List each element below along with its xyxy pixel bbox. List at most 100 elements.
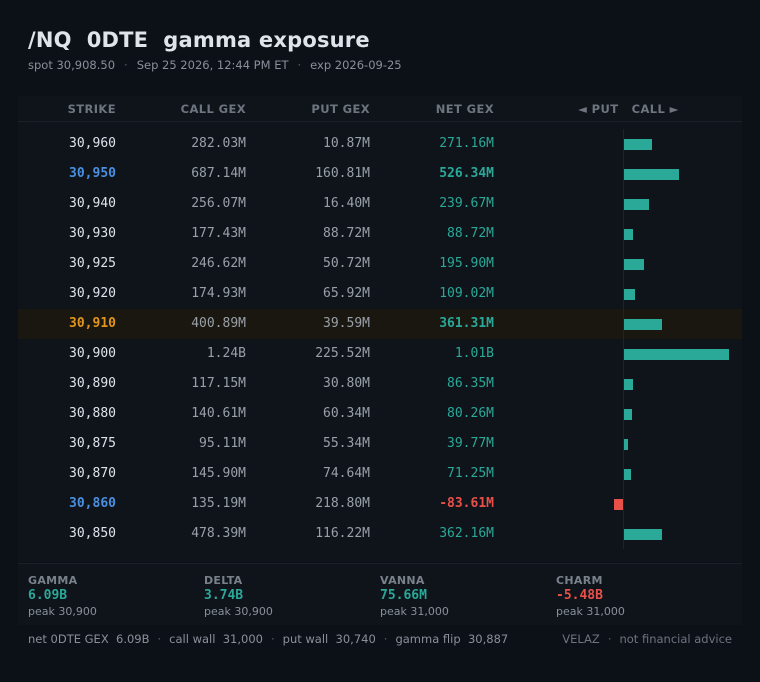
net-gex-cell: 86.35M	[447, 376, 494, 391]
net-gex-cell: 271.16M	[439, 136, 494, 151]
net-gex-cell: 362.16M	[439, 526, 494, 541]
call-gex-cell: 256.07M	[191, 196, 246, 211]
net-gex-cell: 361.31M	[439, 316, 494, 331]
zero-axis	[623, 189, 624, 219]
zero-axis	[623, 399, 624, 429]
table-row[interactable]: 30,925 246.62M 50.72M 195.90M	[18, 249, 742, 279]
zero-axis	[623, 369, 624, 399]
call-gex-cell: 478.39M	[191, 526, 246, 541]
column-header-net-gex[interactable]: NET GEX	[435, 102, 494, 116]
put-gex-cell: 39.59M	[323, 316, 370, 331]
zero-axis	[623, 309, 624, 339]
net-gex-cell: 80.26M	[447, 406, 494, 421]
stat-label: DELTA	[204, 574, 243, 587]
zero-axis	[623, 429, 624, 459]
net-gex-cell: 1.01B	[454, 346, 494, 361]
table-row[interactable]: 30,860 135.19M 218.80M -83.61M	[18, 489, 742, 519]
net-gex-cell: 195.90M	[439, 256, 494, 271]
table-row[interactable]: 30,950 687.14M 160.81M 526.34M	[18, 159, 742, 189]
put-gex-cell: 116.22M	[315, 526, 370, 541]
stat-value: 3.74B	[204, 588, 244, 603]
stat-charm: CHARM -5.48B peak 31,000	[556, 574, 625, 618]
separator: ·	[297, 58, 302, 72]
put-gex-bar	[614, 499, 623, 510]
zero-axis	[623, 219, 624, 249]
separator: ·	[270, 632, 275, 646]
separator: ·	[124, 58, 128, 72]
stat-label: VANNA	[380, 574, 425, 587]
strike-cell: 30,850	[69, 526, 116, 541]
net-gex-cell: 526.34M	[439, 166, 494, 181]
table-row[interactable]: 30,940 256.07M 16.40M 239.67M	[18, 189, 742, 219]
call-gex-cell: 1.24B	[206, 346, 246, 361]
call-gex-cell: 117.15M	[191, 376, 246, 391]
call-gex-cell: 400.89M	[191, 316, 246, 331]
strike-cell: 30,960	[69, 136, 116, 151]
stat-label: CHARM	[556, 574, 603, 587]
table-row[interactable]: 30,920 174.93M 65.92M 109.02M	[18, 279, 742, 309]
table-row[interactable]: 30,910 400.89M 39.59M 361.31M	[18, 309, 742, 339]
call-gex-bar	[624, 169, 679, 180]
stat-value: 6.09B	[28, 588, 68, 603]
zero-axis	[623, 459, 624, 489]
stat-delta: DELTA 3.74B peak 30,900	[204, 574, 273, 618]
separator: ·	[383, 632, 388, 646]
call-gex-bar	[624, 469, 632, 480]
strike-cell: 30,950	[69, 166, 116, 181]
call-gex-bar	[624, 139, 653, 150]
call-gex-cell: 687.14M	[191, 166, 246, 181]
column-header-call-gex[interactable]: CALL GEX	[180, 102, 246, 116]
table-row[interactable]: 30,900 1.24B 225.52M 1.01B	[18, 339, 742, 369]
put-gex-cell: 65.92M	[323, 286, 370, 301]
strike-cell: 30,925	[69, 256, 116, 271]
put-gex-cell: 30.80M	[323, 376, 370, 391]
put-gex-cell: 50.72M	[323, 256, 370, 271]
put-gex-cell: 10.87M	[323, 136, 370, 151]
put-gex-cell: 225.52M	[315, 346, 370, 361]
table-row[interactable]: 30,850 478.39M 116.22M 362.16M	[18, 519, 742, 549]
footer-summary: net 0DTE GEX 6.09B · call wall 31,000 · put …	[28, 632, 508, 646]
separator: ·	[157, 632, 162, 646]
put-gex-cell: 160.81M	[315, 166, 370, 181]
zero-axis	[623, 489, 624, 519]
column-header-strike[interactable]: STRIKE	[67, 102, 116, 116]
strike-cell: 30,880	[69, 406, 116, 421]
stat-peak: peak 30,900	[204, 605, 273, 618]
strike-cell: 30,870	[69, 466, 116, 481]
strike-cell: 30,910	[69, 316, 116, 331]
call-gex-bar	[624, 439, 629, 450]
call-gex-bar	[624, 229, 634, 240]
net-gex-cell: 109.02M	[439, 286, 494, 301]
net-gex-cell: 39.77M	[447, 436, 494, 451]
stat-value: -5.48B	[556, 588, 603, 603]
subtitle-line: spot 30,908.50 · Sep 25 2026, 12:44 PM ET ·…	[28, 58, 402, 72]
call-gex-cell: 135.19M	[191, 496, 246, 511]
call-gex-bar	[624, 319, 662, 330]
net-gex-total: net 0DTE GEX 6.09B	[28, 632, 150, 646]
call-gex-cell: 95.11M	[199, 436, 246, 451]
spot-price: spot 30,908.50	[28, 58, 116, 72]
table-row[interactable]: 30,960 282.03M 10.87M 271.16M	[18, 129, 742, 159]
zero-axis	[623, 159, 624, 189]
strike-cell: 30,875	[69, 436, 116, 451]
call-gex-bar	[624, 349, 729, 360]
header: /NQ 0DTE gamma exposure spot 30,908.50 · S…	[28, 28, 402, 72]
table-row[interactable]: 30,890 117.15M 30.80M 86.35M	[18, 369, 742, 399]
column-header-put-gex[interactable]: PUT GEX	[311, 102, 370, 116]
stat-value: 75.66M	[380, 588, 427, 603]
table-body: 30,960 282.03M 10.87M 271.16M 30,950 687.14M 1…	[18, 129, 742, 549]
stat-peak: peak 30,900	[28, 605, 97, 618]
table-row[interactable]: 30,930 177.43M 88.72M 88.72M	[18, 219, 742, 249]
timestamp: Sep 25 2026, 12:44 PM ET	[136, 58, 289, 72]
table-row[interactable]: 30,870 145.90M 74.64M 71.25M	[18, 459, 742, 489]
disclaimer: not financial advice	[619, 632, 732, 646]
table-row[interactable]: 30,880 140.61M 60.34M 80.26M	[18, 399, 742, 429]
call-gex-bar	[624, 409, 633, 420]
zero-axis	[623, 279, 624, 309]
put-gex-cell: 55.34M	[323, 436, 370, 451]
strike-cell: 30,900	[69, 346, 116, 361]
put-gex-cell: 74.64M	[323, 466, 370, 481]
table-row[interactable]: 30,875 95.11M 55.34M 39.77M	[18, 429, 742, 459]
call-gex-cell: 282.03M	[191, 136, 246, 151]
strike-cell: 30,930	[69, 226, 116, 241]
